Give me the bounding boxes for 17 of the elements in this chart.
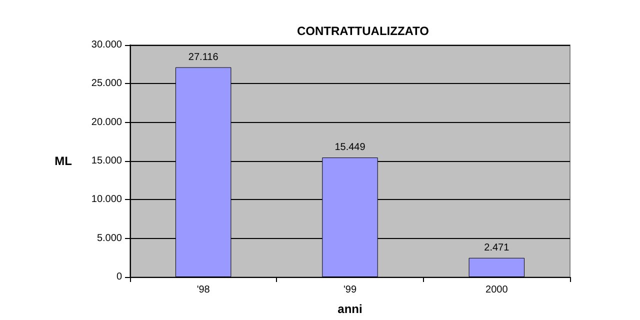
y-tick-label: 30.000 [91, 40, 122, 50]
chart-title: CONTRATTUALIZZATO [297, 24, 429, 38]
y-tick-label: 20.000 [91, 116, 122, 128]
y-tick-label: 15.000 [91, 156, 122, 166]
x-tick-label: '99 [343, 284, 357, 296]
data-label: 15.449 [334, 142, 366, 154]
y-tick-label: 25.000 [91, 78, 122, 90]
data-label: 2.471 [484, 242, 510, 254]
x-axis-title: anni [338, 302, 362, 316]
bar [468, 258, 525, 277]
x-tick-label: 2000 [486, 284, 508, 296]
y-tick-label: 10.000 [91, 194, 122, 206]
y-tick-label: 5.000 [96, 232, 122, 244]
y-tick-label: 0 [116, 272, 122, 282]
x-tick-label: '98 [196, 284, 210, 296]
data-label: 27.116 [188, 52, 219, 63]
y-axis-title: ML [54, 154, 72, 168]
